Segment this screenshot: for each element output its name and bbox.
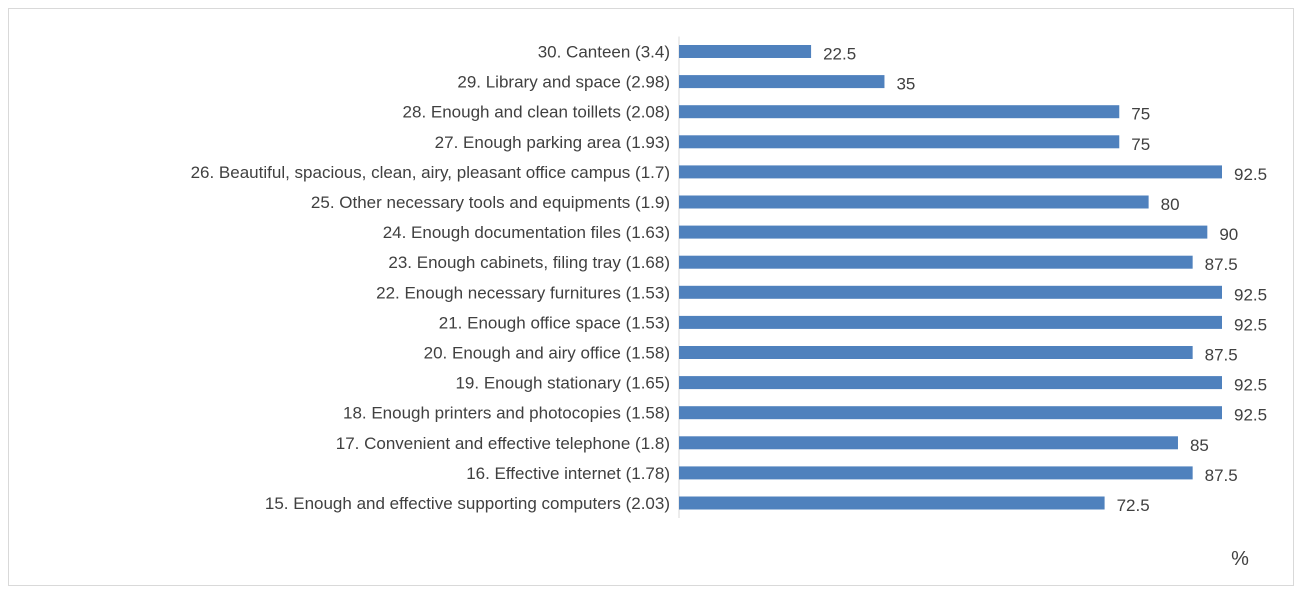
data-label: 87.5 xyxy=(1205,466,1238,485)
category-label: 26. Beautiful, spacious, clean, airy, pl… xyxy=(191,163,670,182)
data-label: 80 xyxy=(1161,195,1180,214)
data-labels: 22.5 35 75 75 92.5 80 90 87.5 92.5 92.5 87.5 92.5 92… xyxy=(823,45,1267,516)
bar xyxy=(679,105,1120,119)
data-label: 92.5 xyxy=(1234,315,1267,334)
data-label: 90 xyxy=(1219,225,1238,244)
bar xyxy=(679,376,1222,390)
category-label: 18. Enough printers and photocopies (1.5… xyxy=(343,404,670,423)
category-label: 25. Other necessary tools and equipments… xyxy=(311,193,670,212)
data-label: 92.5 xyxy=(1234,285,1267,304)
bar xyxy=(679,346,1193,359)
bar-chart: 30. Canteen (3.4) 29. Library and space (… xyxy=(191,36,1267,570)
bar xyxy=(679,165,1222,179)
category-label: 16. Effective internet (1.78) xyxy=(466,464,670,483)
category-label: 22. Enough necessary furnitures (1.53) xyxy=(376,283,670,302)
bar xyxy=(679,466,1193,480)
category-label: 15. Enough and effective supporting comp… xyxy=(265,494,670,513)
bar xyxy=(679,496,1105,510)
bars xyxy=(679,45,1222,510)
category-label: 23. Enough cabinets, filing tray (1.68) xyxy=(388,253,670,272)
category-label: 24. Enough documentation files (1.63) xyxy=(383,223,670,242)
x-axis-label: % xyxy=(1231,548,1249,570)
bar xyxy=(679,135,1120,149)
data-label: 85 xyxy=(1190,436,1209,455)
bar xyxy=(679,225,1208,239)
bar xyxy=(679,45,812,58)
data-label: 72.5 xyxy=(1117,496,1150,515)
bar xyxy=(679,285,1222,299)
data-label: 87.5 xyxy=(1205,255,1238,274)
data-label: 75 xyxy=(1131,105,1150,124)
category-labels: 30. Canteen (3.4) 29. Library and space (… xyxy=(191,43,670,514)
category-label: 29. Library and space (2.98) xyxy=(457,73,670,92)
data-label: 92.5 xyxy=(1234,165,1267,184)
category-label: 27. Enough parking area (1.93) xyxy=(435,133,670,152)
bar xyxy=(679,406,1222,420)
bar xyxy=(679,195,1149,209)
data-label: 75 xyxy=(1131,135,1150,154)
bar xyxy=(679,436,1178,450)
category-label: 20. Enough and airy office (1.58) xyxy=(424,344,670,363)
category-label: 17. Convenient and effective telephone (… xyxy=(336,434,670,453)
data-label: 22.5 xyxy=(823,45,856,64)
bar xyxy=(679,255,1193,269)
chart-frame: 30. Canteen (3.4) 29. Library and space (… xyxy=(8,8,1294,586)
category-label: 19. Enough stationary (1.65) xyxy=(455,374,670,393)
data-label: 35 xyxy=(896,75,915,94)
bar xyxy=(679,75,885,89)
bar xyxy=(679,315,1222,329)
category-label: 28. Enough and clean toillets (2.08) xyxy=(403,103,670,122)
data-label: 92.5 xyxy=(1234,406,1267,425)
data-label: 92.5 xyxy=(1234,376,1267,395)
data-label: 87.5 xyxy=(1205,346,1238,365)
category-label: 21. Enough office space (1.53) xyxy=(439,313,670,332)
category-label: 30. Canteen (3.4) xyxy=(538,43,670,62)
